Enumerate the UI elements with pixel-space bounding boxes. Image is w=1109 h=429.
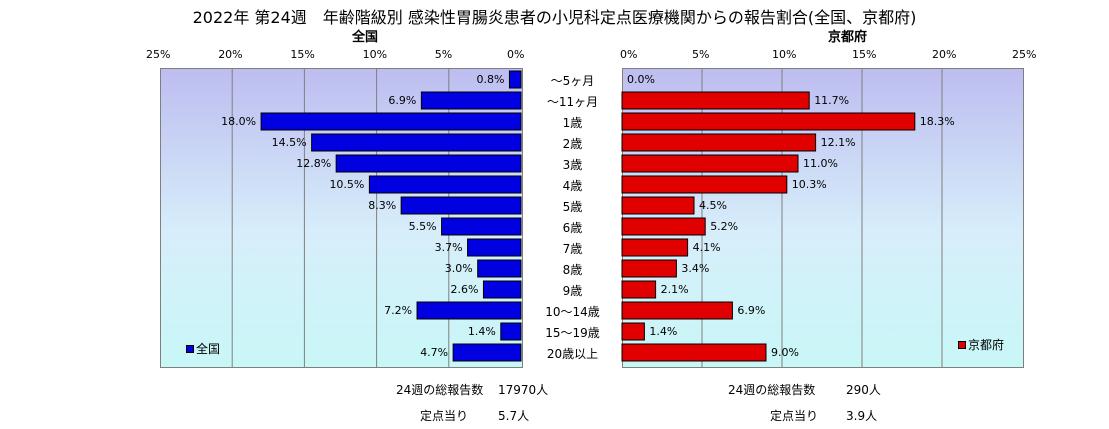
data-label-kyoto: 1.4%	[649, 324, 678, 338]
legend-swatch-kyoto	[958, 340, 966, 349]
legend-swatch-national	[186, 344, 194, 353]
data-label-kyoto: 10.3%	[791, 177, 827, 191]
data-label-kyoto: 0.0%	[627, 72, 655, 86]
category-label: 1歳	[562, 115, 583, 130]
chart-title: 2022年 第24週 年齢階級別 感染性胃腸炎患者の小児科定点医療機関からの報告…	[192, 8, 917, 27]
data-label-national: 1.4%	[467, 324, 496, 338]
data-label-kyoto: 12.1%	[820, 135, 856, 149]
bar-national	[311, 133, 522, 152]
bar-kyoto	[621, 343, 767, 362]
data-label-kyoto: 18.3%	[919, 114, 955, 128]
category-label: 10～14歳	[545, 304, 600, 319]
category-label: 20歳以上	[546, 346, 599, 361]
data-label-national: 12.8%	[296, 156, 332, 170]
data-label-national: 18.0%	[221, 114, 257, 128]
left-tick-label: 10%	[362, 48, 388, 61]
right-tick-label: 0%	[620, 48, 638, 61]
data-label-national: 7.2%	[384, 303, 413, 317]
right-tick-label: 25%	[1012, 48, 1037, 61]
national-total-label: 24週の総報告数	[396, 383, 484, 397]
legend-label-kyoto: 京都府	[968, 338, 1005, 352]
right-tick-label: 15%	[852, 48, 877, 61]
bar-national	[416, 301, 522, 320]
data-label-kyoto: 4.1%	[692, 240, 721, 254]
right-tick-label: 5%	[692, 48, 710, 61]
data-label-kyoto: 11.0%	[803, 156, 838, 170]
category-label: 4歳	[562, 178, 583, 193]
data-label-national: 6.9%	[388, 93, 417, 107]
data-label-national: 10.5%	[329, 177, 365, 191]
category-label: 8歳	[562, 262, 583, 277]
data-label-kyoto: 5.2%	[710, 219, 739, 233]
category-label: 7歳	[562, 241, 583, 256]
bar-national	[368, 175, 522, 194]
category-label: 15～19歳	[545, 325, 600, 340]
bar-kyoto	[621, 259, 677, 278]
data-label-national: 14.5%	[271, 135, 307, 149]
bar-kyoto	[621, 196, 695, 215]
category-label: 3歳	[562, 157, 583, 172]
bar-national	[508, 70, 522, 89]
bar-kyoto	[621, 91, 810, 110]
right-tick-label: 10%	[772, 48, 797, 61]
right-panel-title: 京都府	[828, 30, 868, 45]
national-per-site-label: 定点当り	[420, 409, 469, 423]
bar-national	[335, 154, 522, 173]
category-label: 6歳	[562, 220, 583, 235]
category-label: 2歳	[562, 136, 583, 151]
bar-kyoto	[621, 175, 788, 194]
bar-kyoto	[621, 280, 657, 299]
bar-national	[452, 343, 522, 362]
left-tick-label: 25%	[146, 48, 171, 61]
bar-national	[482, 280, 522, 299]
bar-kyoto	[621, 133, 817, 152]
category-label: 5歳	[562, 199, 583, 214]
national-total-value: 17970人	[498, 383, 549, 397]
kyoto-per-site-label: 定点当り	[770, 409, 819, 423]
category-label: ～11ヶ月	[546, 94, 599, 109]
bar-national	[420, 91, 522, 110]
data-label-national: 8.3%	[368, 198, 397, 212]
kyoto-total-value: 290人	[846, 383, 881, 397]
left-tick-label: 5%	[434, 48, 453, 61]
data-label-kyoto: 4.5%	[699, 198, 727, 212]
bar-kyoto	[621, 154, 799, 173]
data-label-kyoto: 3.4%	[681, 261, 710, 275]
left-tick-label: 20%	[218, 48, 243, 61]
bar-kyoto	[621, 322, 645, 341]
data-label-national: 0.8%	[476, 72, 505, 86]
data-label-kyoto: 11.7%	[814, 93, 850, 107]
bar-national	[477, 259, 522, 278]
bar-national	[400, 196, 522, 215]
data-label-kyoto: 9.0%	[771, 345, 799, 359]
bar-kyoto	[621, 112, 916, 131]
kyoto-total-label: 24週の総報告数	[728, 383, 816, 397]
data-label-kyoto: 6.9%	[737, 303, 766, 317]
bar-kyoto	[621, 301, 733, 320]
bar-national	[500, 322, 522, 341]
right-tick-label: 20%	[932, 48, 957, 61]
data-label-national: 4.7%	[420, 345, 449, 359]
kyoto-per-site-value: 3.9人	[846, 409, 878, 423]
bar-kyoto	[621, 217, 706, 236]
legend-label-national: 全国	[196, 342, 221, 356]
data-label-kyoto: 2.1%	[660, 282, 689, 296]
national-per-site-value: 5.7人	[498, 409, 530, 423]
category-label: 9歳	[562, 283, 583, 298]
bar-national	[441, 217, 522, 236]
bar-national	[260, 112, 522, 131]
legend-right: 京都府	[958, 336, 1004, 353]
data-label-national: 3.7%	[434, 240, 463, 254]
left-panel-title: 全国	[352, 30, 379, 45]
data-label-national: 2.6%	[450, 282, 479, 296]
bar-kyoto	[621, 238, 689, 257]
category-label: ～5ヶ月	[550, 73, 595, 88]
legend-left: 全国	[186, 340, 220, 357]
data-label-national: 5.5%	[408, 219, 437, 233]
left-tick-label: 15%	[290, 48, 315, 61]
left-tick-label: 0%	[507, 48, 525, 61]
bar-national	[467, 238, 522, 257]
data-label-national: 3.0%	[444, 261, 473, 275]
